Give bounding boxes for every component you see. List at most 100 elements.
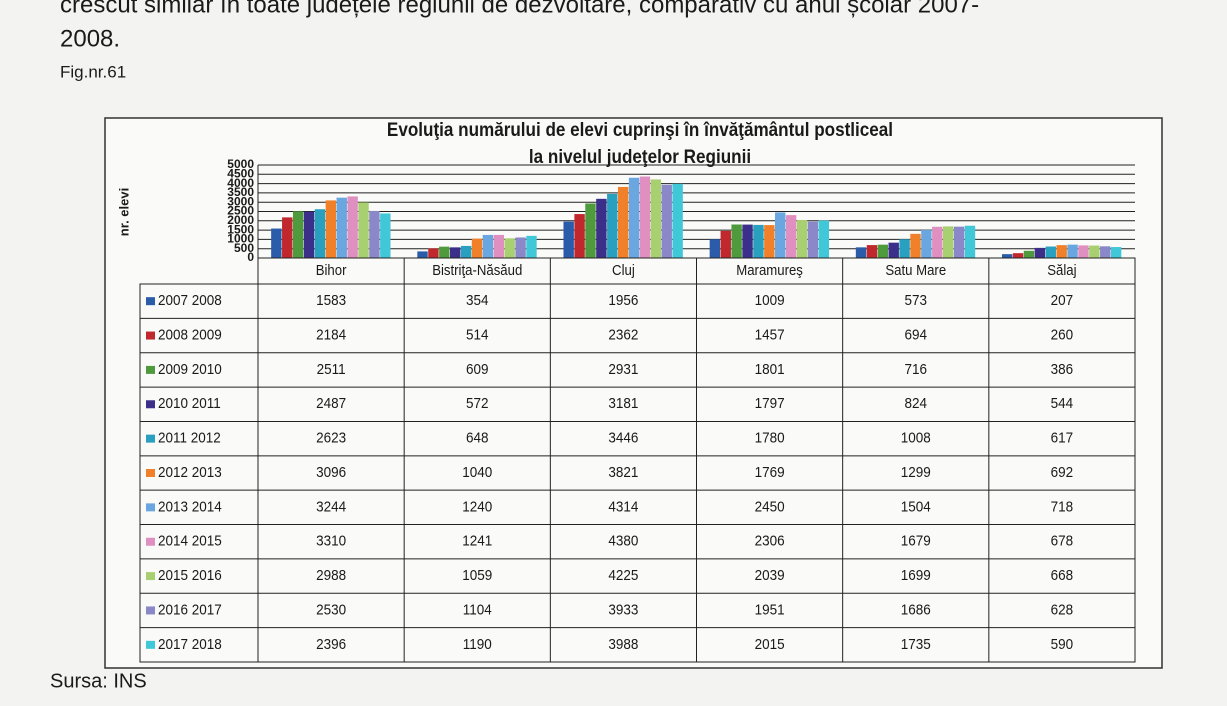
legend-label: 2015 2016 <box>158 567 222 584</box>
bar <box>953 226 965 258</box>
bar <box>417 251 428 258</box>
legend-label: 2012 2013 <box>158 464 222 481</box>
table-value: 4314 <box>608 499 638 516</box>
figure-label: Fig.nr.61 <box>60 62 126 81</box>
bar <box>358 202 369 258</box>
y-tick-label: 1500 <box>227 222 254 236</box>
chart-subtitle: la nivelul judeţelor Regiunii <box>529 146 751 167</box>
table-value: 3310 <box>316 533 346 550</box>
table-value: 1780 <box>755 430 785 447</box>
bar <box>661 184 672 258</box>
bar <box>380 213 391 258</box>
bar <box>292 211 304 258</box>
source: Sursa: INS <box>50 670 147 692</box>
bar <box>720 230 731 258</box>
bar <box>1078 245 1089 258</box>
bar <box>1089 245 1100 258</box>
table-value: 1240 <box>462 499 492 516</box>
table-value: 2306 <box>755 533 785 550</box>
table-value: 716 <box>905 361 928 378</box>
table-value: 354 <box>466 293 489 310</box>
table-value: 2931 <box>608 361 638 378</box>
bar <box>325 200 337 258</box>
x-tick-label: Satu Mare <box>885 261 946 278</box>
x-tick-label: Cluj <box>612 261 635 278</box>
body-text: crescut similar în toate județele regiun… <box>60 0 979 18</box>
legend-label: 2011 2012 <box>158 430 221 447</box>
y-tick-label: 2000 <box>227 213 254 227</box>
bar <box>1045 246 1056 258</box>
table-value: 2184 <box>316 327 346 344</box>
table-value: 2487 <box>316 396 346 413</box>
table-value: 1040 <box>462 464 492 481</box>
y-axis-label: nr. elevi <box>116 188 131 236</box>
legend-swatch <box>146 297 155 306</box>
bar <box>1012 253 1024 258</box>
table-value: 692 <box>1051 464 1074 481</box>
bar <box>460 245 472 258</box>
table-value: 1686 <box>901 602 931 619</box>
bar <box>807 221 819 258</box>
body-text: 2008. <box>60 25 120 52</box>
table-value: 2396 <box>316 636 346 653</box>
bar <box>282 217 293 258</box>
y-tick-label: 3500 <box>227 185 254 199</box>
bar <box>596 198 607 258</box>
bar <box>585 203 596 258</box>
bar <box>796 220 808 258</box>
bar <box>650 179 662 258</box>
y-tick-label: 5000 <box>227 157 254 171</box>
table-value: 617 <box>1051 430 1074 447</box>
legend-swatch <box>146 365 155 374</box>
bar <box>504 238 515 258</box>
table-value: 2988 <box>316 567 346 584</box>
table-value: 1241 <box>462 533 492 550</box>
bar <box>932 226 943 258</box>
bar <box>628 177 640 258</box>
table-value: 544 <box>1051 396 1074 413</box>
table-value: 824 <box>905 396 928 413</box>
table-value: 4225 <box>608 567 638 584</box>
legend-label: 2013 2014 <box>158 499 222 516</box>
table-value: 207 <box>1051 293 1074 310</box>
table-value: 694 <box>905 327 928 344</box>
x-tick-label: Bihor <box>316 261 347 278</box>
table-value: 1735 <box>901 636 931 653</box>
legend-swatch <box>146 572 155 581</box>
legend-label: 2008 2009 <box>158 327 222 344</box>
table-value: 1699 <box>901 567 931 584</box>
y-tick-label: 500 <box>234 241 254 255</box>
table-value: 1956 <box>608 293 638 310</box>
table-value: 2623 <box>316 430 346 447</box>
bar <box>910 233 921 258</box>
bar <box>1067 244 1078 258</box>
table-value: 609 <box>466 361 489 378</box>
bar <box>855 247 867 258</box>
bar <box>1001 254 1013 258</box>
table-value: 678 <box>1051 533 1074 550</box>
chart-title: Evoluţia numărului de elevi cuprinşi în … <box>387 119 893 140</box>
bar <box>709 239 721 258</box>
table-value: 3244 <box>316 499 346 516</box>
table-value: 514 <box>466 327 489 344</box>
bar <box>921 230 932 258</box>
table-value: 2450 <box>755 499 785 516</box>
x-tick-label: Sălaj <box>1047 261 1076 278</box>
legend-label: 2010 2011 <box>158 396 221 413</box>
bar <box>336 197 347 258</box>
legend-swatch <box>146 640 155 649</box>
table-value: 2362 <box>608 327 638 344</box>
y-tick-label: 3000 <box>227 194 254 208</box>
bar <box>942 226 954 258</box>
bar <box>369 210 380 258</box>
bar <box>964 225 976 258</box>
table-value: 2530 <box>316 602 346 619</box>
table-value: 628 <box>1051 602 1074 619</box>
table-value: 1059 <box>462 567 492 584</box>
bar <box>271 228 282 258</box>
table-value: 1104 <box>463 602 492 619</box>
bar <box>428 248 439 258</box>
table-value: 668 <box>1051 567 1074 584</box>
legend-swatch <box>146 606 155 615</box>
